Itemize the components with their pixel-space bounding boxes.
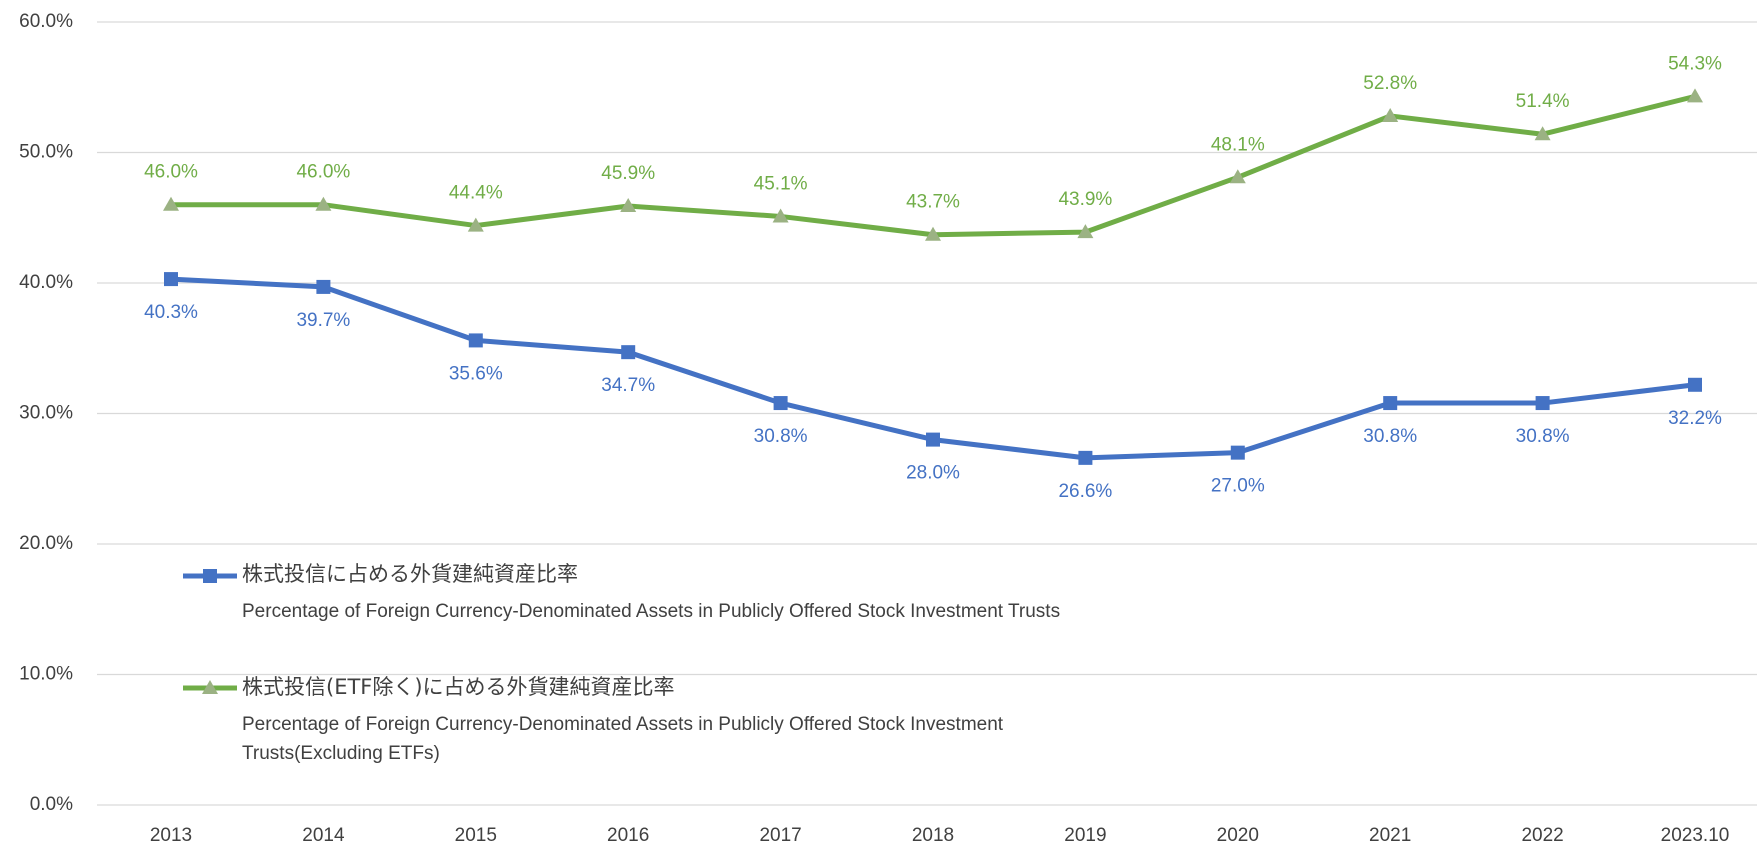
marker <box>163 196 179 211</box>
series-line <box>170 276 1696 461</box>
data-label: 45.1% <box>754 173 808 194</box>
marker <box>1078 450 1093 465</box>
data-label: 45.9% <box>601 163 655 184</box>
data-label: 51.4% <box>1516 91 1570 112</box>
legend-label: 株式投信(ETF除く)に占める外貨建純資産比率 <box>242 675 675 699</box>
y-tick-label: 30.0% <box>19 403 73 424</box>
data-label: 34.7% <box>601 375 655 396</box>
data-label: 30.8% <box>1363 426 1417 447</box>
marker <box>926 432 940 447</box>
marker <box>1229 169 1246 184</box>
y-tick-label: 0.0% <box>30 794 73 815</box>
x-tick-label: 2016 <box>607 825 649 846</box>
legend-label: 株式投信に占める外貨建純資産比率 <box>242 562 578 586</box>
y-tick-label: 10.0% <box>19 664 73 685</box>
marker <box>1534 126 1551 141</box>
x-tick-label: 2021 <box>1369 825 1411 846</box>
x-tick-label: 2020 <box>1217 825 1259 846</box>
marker <box>772 208 789 223</box>
marker <box>773 396 788 411</box>
legend-label-en: Percentage of Foreign Currency-Denominat… <box>242 714 1004 764</box>
marker <box>164 272 178 287</box>
y-tick-label: 60.0% <box>19 11 73 32</box>
x-tick-label: 2022 <box>1521 825 1563 846</box>
data-label: 27.0% <box>1211 476 1265 497</box>
legend-label-en: Percentage of Foreign Currency-Denominat… <box>242 601 1061 622</box>
data-label: 28.0% <box>906 463 960 484</box>
marker <box>620 198 637 213</box>
marker <box>1382 107 1399 122</box>
data-label: 52.8% <box>1363 73 1417 94</box>
data-label: 30.8% <box>754 426 808 447</box>
x-tick-label: 2014 <box>302 825 345 846</box>
data-label: 35.6% <box>449 363 503 384</box>
marker <box>1688 377 1702 392</box>
marker <box>621 345 636 360</box>
series-line <box>171 93 1696 238</box>
marker <box>925 226 941 241</box>
x-tick-label: 2023.10 <box>1661 825 1730 846</box>
marker <box>1230 445 1245 460</box>
x-tick-label: 2018 <box>912 825 954 846</box>
y-tick-label: 50.0% <box>19 142 73 163</box>
marker <box>316 279 331 294</box>
data-label: 43.7% <box>906 192 960 213</box>
marker <box>1383 396 1398 411</box>
y-tick-label: 20.0% <box>19 533 73 554</box>
data-label: 54.3% <box>1668 53 1722 74</box>
marker <box>1535 396 1550 411</box>
data-label: 30.8% <box>1516 426 1570 447</box>
data-label: 43.9% <box>1058 189 1112 210</box>
data-label: 46.0% <box>296 162 350 183</box>
legend-entry: 株式投信(ETF除く)に占める外貨建純資産比率 Percentage of Fo… <box>242 673 1142 768</box>
data-label: 44.4% <box>449 183 503 204</box>
data-label: 32.2% <box>1668 408 1722 429</box>
data-label: 26.6% <box>1058 481 1112 502</box>
marker <box>202 680 218 694</box>
data-label: 48.1% <box>1211 134 1265 155</box>
legend-entry: 株式投信に占める外貨建純資産比率 Percentage of Foreign C… <box>242 560 1142 626</box>
y-tick-label: 40.0% <box>19 272 73 293</box>
x-tick-label: 2013 <box>150 825 192 846</box>
marker <box>1687 88 1703 103</box>
data-label: 46.0% <box>144 162 198 183</box>
marker <box>1077 224 1094 239</box>
marker <box>203 569 217 583</box>
x-tick-label: 2019 <box>1064 825 1106 846</box>
marker <box>468 333 483 348</box>
data-label: 40.3% <box>144 302 198 323</box>
x-tick-label: 2017 <box>759 825 801 846</box>
marker <box>315 196 332 211</box>
marker <box>467 217 484 232</box>
x-tick-label: 2015 <box>455 825 497 846</box>
data-label: 39.7% <box>296 310 350 331</box>
